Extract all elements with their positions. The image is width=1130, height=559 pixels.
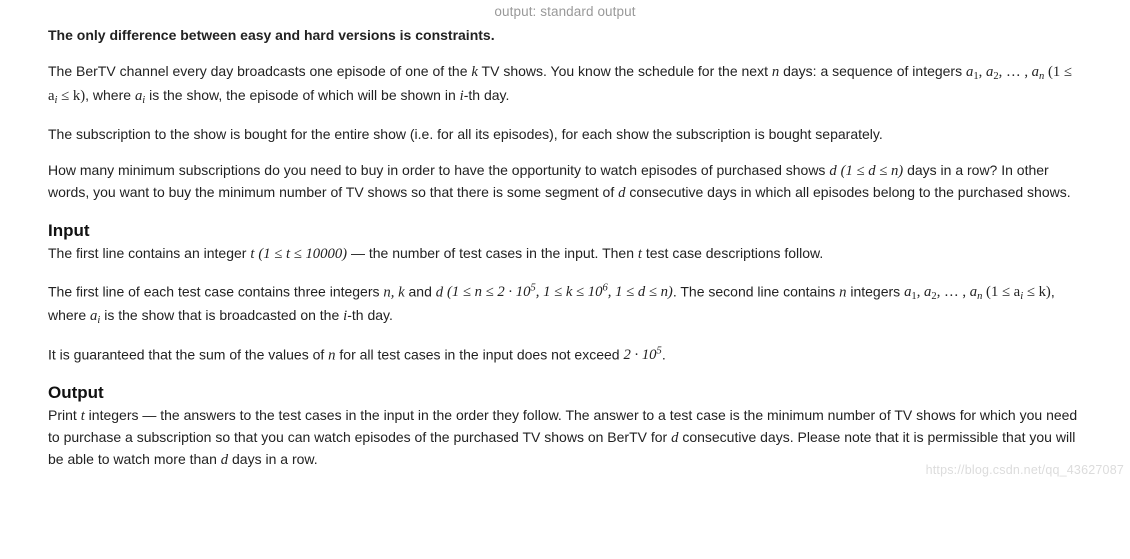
question-para: How many minimum subscriptions do you ne… — [48, 160, 1082, 205]
text: for all test cases in the input does not… — [336, 346, 624, 362]
input-para-3: It is guaranteed that the sum of the val… — [48, 344, 1082, 367]
text: Print — [48, 407, 81, 423]
math-ai: ai — [135, 88, 145, 104]
text: days: a sequence of integers — [779, 63, 966, 79]
input-para-1: The first line contains an integer t (1 … — [48, 243, 1082, 265]
story-para-2: The subscription to the show is bought f… — [48, 124, 1082, 144]
math-nkd: n, k — [383, 284, 404, 300]
io-mode-line: output: standard output — [48, 4, 1082, 19]
text: The first line contains an integer — [48, 245, 250, 261]
math-seq: a1, a2, … , an (1 ≤ ai ≤ k) — [904, 284, 1051, 300]
math-ai: ai — [90, 308, 100, 324]
text: -th day. — [347, 307, 393, 323]
text: days in a row. — [228, 451, 318, 467]
math-t: t — [250, 246, 254, 262]
text: The BerTV channel every day broadcasts o… — [48, 63, 471, 79]
text: , where — [85, 87, 135, 103]
text: The first line of each test case contain… — [48, 283, 383, 299]
text: . The second line contains — [673, 283, 839, 299]
text: -th day. — [464, 87, 510, 103]
text: integers — [846, 283, 904, 299]
text: is the show, the episode of which will b… — [145, 87, 459, 103]
text: test case descriptions follow. — [642, 245, 823, 261]
math-bound-t: (1 ≤ t ≤ 10000) — [258, 246, 347, 262]
math-d: d — [436, 284, 443, 300]
math-bound-d: (1 ≤ d ≤ n) — [841, 163, 904, 179]
math-2e5: 2 · 105 — [623, 347, 661, 363]
problem-statement: output: standard output The only differe… — [0, 0, 1130, 483]
text: is the show that is broadcasted on the — [100, 307, 343, 323]
output-heading: Output — [48, 383, 1082, 403]
text: TV shows. You know the schedule for the … — [478, 63, 772, 79]
text: It is guaranteed that the sum of the val… — [48, 346, 328, 362]
text: . — [662, 346, 666, 362]
story-para-1: The BerTV channel every day broadcasts o… — [48, 61, 1082, 108]
math-d: d — [829, 163, 836, 179]
input-para-2: The first line of each test case contain… — [48, 281, 1082, 328]
text: and — [405, 283, 436, 299]
text: — the number of test cases in the input.… — [347, 245, 638, 261]
text: How many minimum subscriptions do you ne… — [48, 162, 829, 178]
diff-note: The only difference between easy and har… — [48, 25, 1082, 45]
input-heading: Input — [48, 221, 1082, 241]
math-n: n — [328, 347, 335, 363]
math-bound-nkd: (1 ≤ n ≤ 2 · 105, 1 ≤ k ≤ 106, 1 ≤ d ≤ n… — [447, 284, 673, 300]
output-para: Print t integers — the answers to the te… — [48, 405, 1082, 472]
text: consecutive days in which all episodes b… — [625, 184, 1070, 200]
